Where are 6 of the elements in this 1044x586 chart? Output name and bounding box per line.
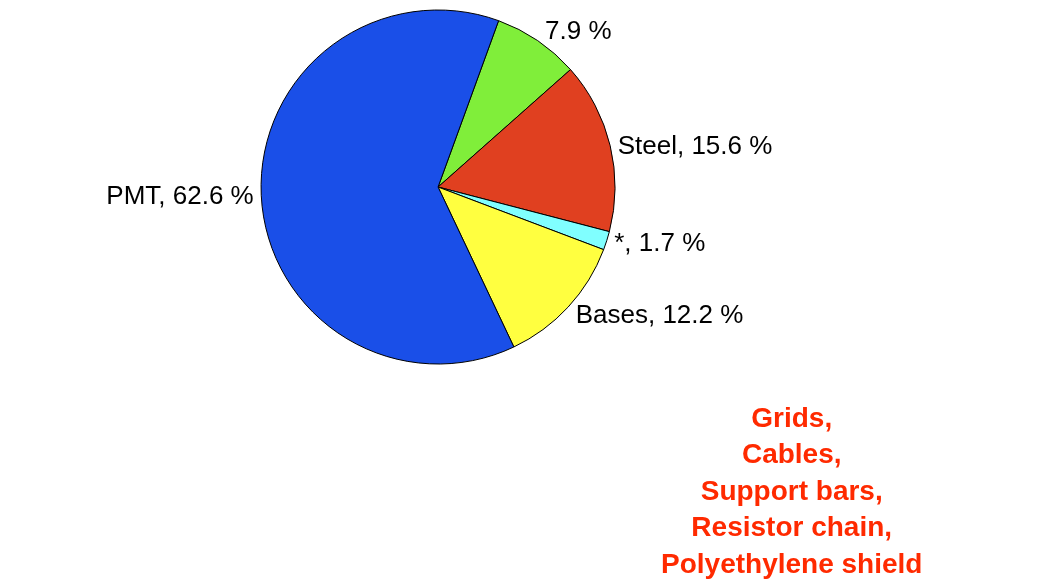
data-label: 7.9 % [545,15,612,46]
slice-label: *, 1.7 % [614,227,706,258]
slice-label: PMT, 62.6 % [106,180,254,211]
text: Grids, Cables, Support bars, Resistor chain, Polyethylene shield [661,402,923,579]
slice-label: Bases, 12.2 % [575,298,744,329]
slice-label: Steel, 15.6 % [617,129,773,160]
